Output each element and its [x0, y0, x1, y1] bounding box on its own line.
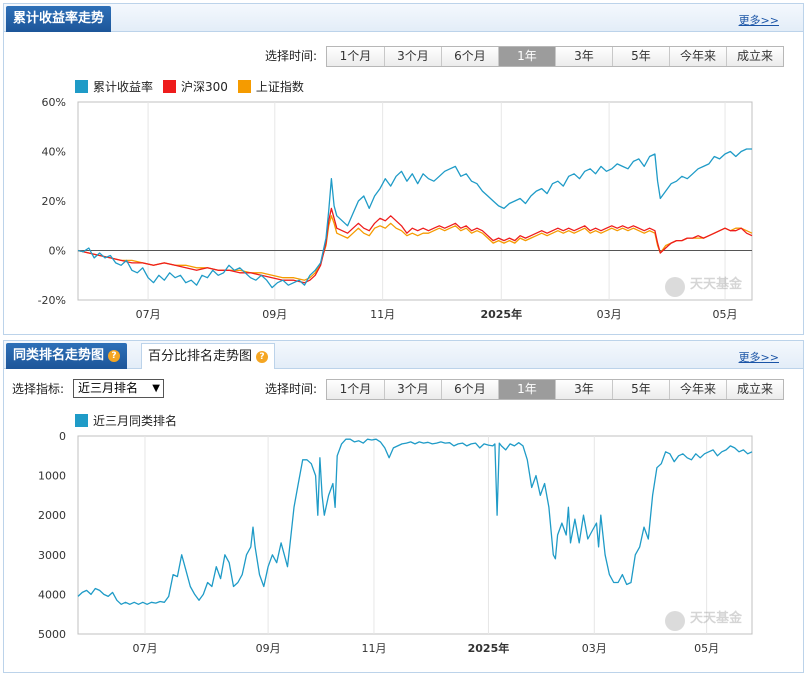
range-button-2[interactable]: 6个月 — [441, 47, 498, 66]
x-tick-label: 03月 — [582, 642, 607, 655]
metric-select-value: 近三月排名 — [78, 381, 139, 395]
metric-label: 选择指标: — [12, 382, 65, 396]
help-icon[interactable]: ? — [256, 351, 269, 363]
watermark-text: 天天基金 — [690, 276, 743, 292]
legend-swatch — [75, 80, 88, 93]
y-tick-label: 60% — [42, 96, 66, 109]
watermark-logo: 天天基金 — [665, 610, 743, 631]
range-button-6[interactable]: 今年来 — [669, 47, 726, 66]
x-tick-label: 11月 — [370, 308, 395, 321]
y-tick-label: 3000 — [38, 549, 66, 562]
panel-title: 累计收益率走势 — [6, 6, 112, 32]
legend-label: 近三月同类排名 — [93, 414, 178, 428]
legend-swatch — [75, 414, 88, 427]
legend-item[interactable]: 近三月同类排名 — [75, 412, 177, 429]
y-tick-label: 2000 — [38, 509, 66, 522]
range-button-1[interactable]: 3个月 — [384, 380, 441, 399]
cumulative-return-panel: 累计收益率走势 更多>> 选择时间: 1个月 3个月 6个月 1年 3年 5年 今年来 成立来… — [3, 3, 804, 335]
range-button-0[interactable]: 1个月 — [327, 47, 384, 66]
x-tick-label: 05月 — [694, 642, 719, 655]
x-tick-label: 03月 — [597, 308, 622, 321]
legend-item[interactable]: 沪深300 — [163, 78, 228, 95]
legend-label: 沪深300 — [181, 80, 228, 94]
plot-area — [77, 435, 753, 635]
x-tick-label: 07月 — [136, 308, 161, 321]
y-tick-label: 4000 — [38, 588, 66, 601]
tab-label: 百分比排名走势图 — [148, 349, 253, 364]
range-button-3[interactable]: 1年 — [498, 380, 555, 399]
range-button-4[interactable]: 3年 — [555, 47, 612, 66]
watermark-logo: 天天基金 — [665, 276, 743, 297]
y-tick-label: 1000 — [38, 470, 66, 483]
legend-item[interactable]: 累计收益率 — [75, 78, 153, 95]
legend-label: 上证指数 — [255, 80, 304, 94]
range-button-2[interactable]: 6个月 — [441, 380, 498, 399]
range-button-1[interactable]: 3个月 — [384, 47, 441, 66]
y-tick-label: 0% — [49, 245, 66, 258]
time-range-row: 选择时间: 1个月 3个月 6个月 1年 3年 5年 今年来 成立来 — [4, 46, 803, 67]
range-button-7[interactable]: 成立来 — [726, 47, 783, 66]
range-label: 选择时间: — [265, 382, 318, 396]
range-button-5[interactable]: 5年 — [612, 47, 669, 66]
panel-header: 累计收益率走势 更多>> — [4, 4, 803, 32]
range-button-7[interactable]: 成立来 — [726, 380, 783, 399]
tab-percent-rank-trend[interactable]: 百分比排名走势图? — [141, 343, 276, 369]
x-tick-label: 09月 — [262, 308, 287, 321]
x-tick-label: 2025年 — [480, 307, 522, 321]
help-icon[interactable]: ? — [108, 350, 121, 362]
series-line-1 — [77, 207, 753, 284]
chart-legend: 累计收益率 沪深300 上证指数 — [75, 78, 314, 95]
x-tick-label: 05月 — [713, 308, 738, 321]
panel-header: 同类排名走势图? 百分比排名走势图? 更多>> — [4, 341, 803, 369]
rank-trend-panel: 同类排名走势图? 百分比排名走势图? 更多>> 选择指标: 近三月排名 ▼ 选择时… — [3, 340, 804, 673]
rank-trend-chart: 07月 09月 11月 2025年 03月 05月 0 1000 2000 3000 4000 500… — [38, 430, 753, 655]
tab-rank-trend[interactable]: 同类排名走势图? — [6, 343, 128, 369]
more-link[interactable]: 更多>> — [738, 14, 779, 27]
legend-label: 累计收益率 — [93, 80, 154, 94]
time-range-buttons: 1个月 3个月 6个月 1年 3年 5年 今年来 成立来 — [326, 46, 784, 67]
series-line-0 — [77, 438, 753, 605]
series-line-0 — [77, 148, 752, 289]
x-tick-label: 07月 — [132, 642, 157, 655]
y-tick-label: -20% — [38, 294, 66, 307]
watermark-text: 天天基金 — [690, 610, 743, 626]
plot-area — [77, 101, 753, 301]
range-button-6[interactable]: 今年来 — [669, 380, 726, 399]
range-button-5[interactable]: 5年 — [612, 380, 669, 399]
range-button-3[interactable]: 1年 — [498, 47, 555, 66]
x-tick-label: 11月 — [361, 642, 386, 655]
legend-item[interactable]: 上证指数 — [237, 78, 304, 95]
range-button-4[interactable]: 3年 — [555, 380, 612, 399]
tab-label: 同类排名走势图 — [13, 348, 105, 363]
y-tick-label: 5000 — [38, 628, 66, 641]
y-tick-label: 40% — [42, 146, 66, 159]
cumulative-return-chart: 07月 09月 11月 2025年 03月 05月 60% 40% 20% 0% -20% 天天基金 — [38, 96, 753, 321]
x-tick-label: 09月 — [256, 642, 281, 655]
range-button-0[interactable]: 1个月 — [327, 380, 384, 399]
time-range-buttons: 1个月 3个月 6个月 1年 3年 5年 今年来 成立来 — [326, 379, 784, 400]
x-tick-label: 2025年 — [468, 641, 510, 655]
range-label: 选择时间: — [265, 49, 318, 63]
more-link[interactable]: 更多>> — [738, 351, 779, 364]
chevron-down-icon: ▼ — [152, 383, 160, 394]
y-tick-label: 0 — [59, 430, 66, 443]
legend-swatch — [237, 80, 251, 93]
legend-swatch — [163, 80, 177, 93]
y-tick-label: 20% — [42, 195, 66, 208]
chart-legend: 近三月同类排名 — [75, 412, 187, 429]
metric-select[interactable]: 近三月排名 ▼ — [73, 379, 164, 398]
